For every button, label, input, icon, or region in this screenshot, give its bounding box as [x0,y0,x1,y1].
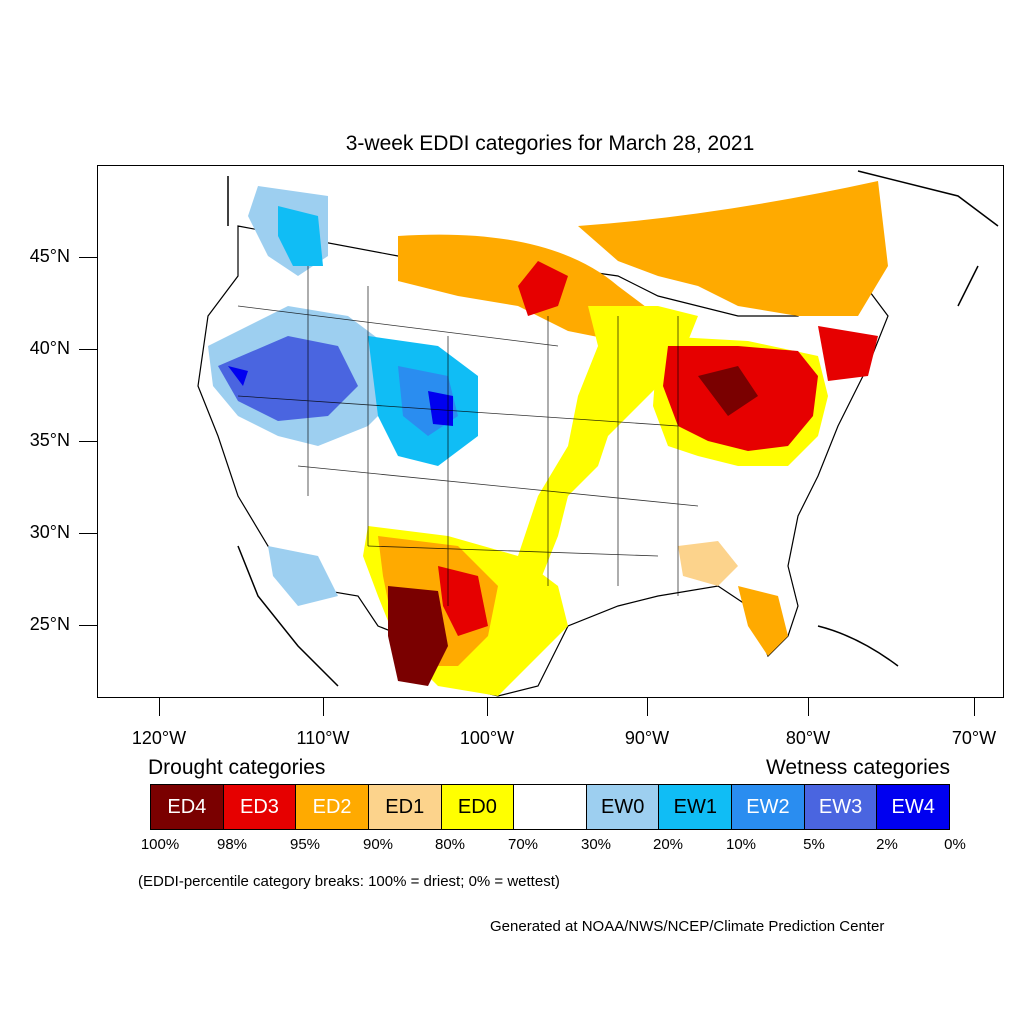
lon-tick [808,698,809,716]
percentile-label: 5% [803,836,825,853]
lon-tick [487,698,488,716]
lon-label-120: 120°W [131,728,187,748]
category-note: (EDDI-percentile category breaks: 100% =… [138,873,560,890]
legend-cell-ed4: ED4 [151,785,224,829]
legend-cell-ew2: EW2 [732,785,805,829]
lon-tick [647,698,648,716]
percentile-label: 80% [434,836,466,853]
percentile-label: 2% [876,836,898,853]
percentile-label: 30% [580,836,612,853]
wetness-legend-title: Wetness categories [765,756,950,779]
lon-tick [159,698,160,716]
legend-cell-ew1: EW1 [659,785,733,829]
percentile-label: 90% [362,836,394,853]
lon-tick [974,698,975,716]
percentile-label: 95% [289,836,321,853]
legend-cell-ew0: EW0 [586,785,660,829]
lon-label-70: 70°W [951,728,997,748]
lon-label-100: 100°W [459,728,515,748]
lat-tick [79,349,97,350]
legend-cell-ew3: EW3 [804,785,878,829]
lat-label-30: 30°N [29,522,70,542]
legend-cell-ed1: ED1 [368,785,442,829]
legend-cell-neutral [514,785,587,829]
percentile-label: 20% [652,836,684,853]
legend-cell-ew4: EW4 [877,785,950,829]
eddi-map [97,165,1004,698]
lat-label-45: 45°N [29,246,70,266]
category-legend: ED4 ED3 ED2 ED1 ED0 EW0 EW1 EW2 EW3 EW4 [150,784,950,830]
percentile-label: 70% [507,836,539,853]
credit-line: Generated at NOAA/NWS/NCEP/Climate Predi… [490,918,885,935]
map-title: 3-week EDDI categories for March 28, 202… [345,132,755,155]
lat-tick [79,625,97,626]
lat-label-25: 25°N [29,614,70,634]
percentile-label: 0% [944,836,966,853]
lat-tick [79,441,97,442]
lat-tick [79,257,97,258]
lat-tick [79,533,97,534]
drought-legend-title: Drought categories [148,756,326,779]
lat-label-40: 40°N [29,338,70,358]
legend-cell-ed0: ED0 [441,785,515,829]
lon-tick [323,698,324,716]
lon-label-80: 80°W [785,728,831,748]
percentile-label: 100% [140,836,180,853]
lon-label-90: 90°W [624,728,670,748]
map-canvas [197,170,999,697]
percentile-label: 98% [216,836,248,853]
lat-label-35: 35°N [29,430,70,450]
lon-label-110: 110°W [296,728,350,748]
legend-cell-ed2: ED2 [296,785,369,829]
legend-cell-ed3: ED3 [223,785,297,829]
percentile-label: 10% [725,836,757,853]
